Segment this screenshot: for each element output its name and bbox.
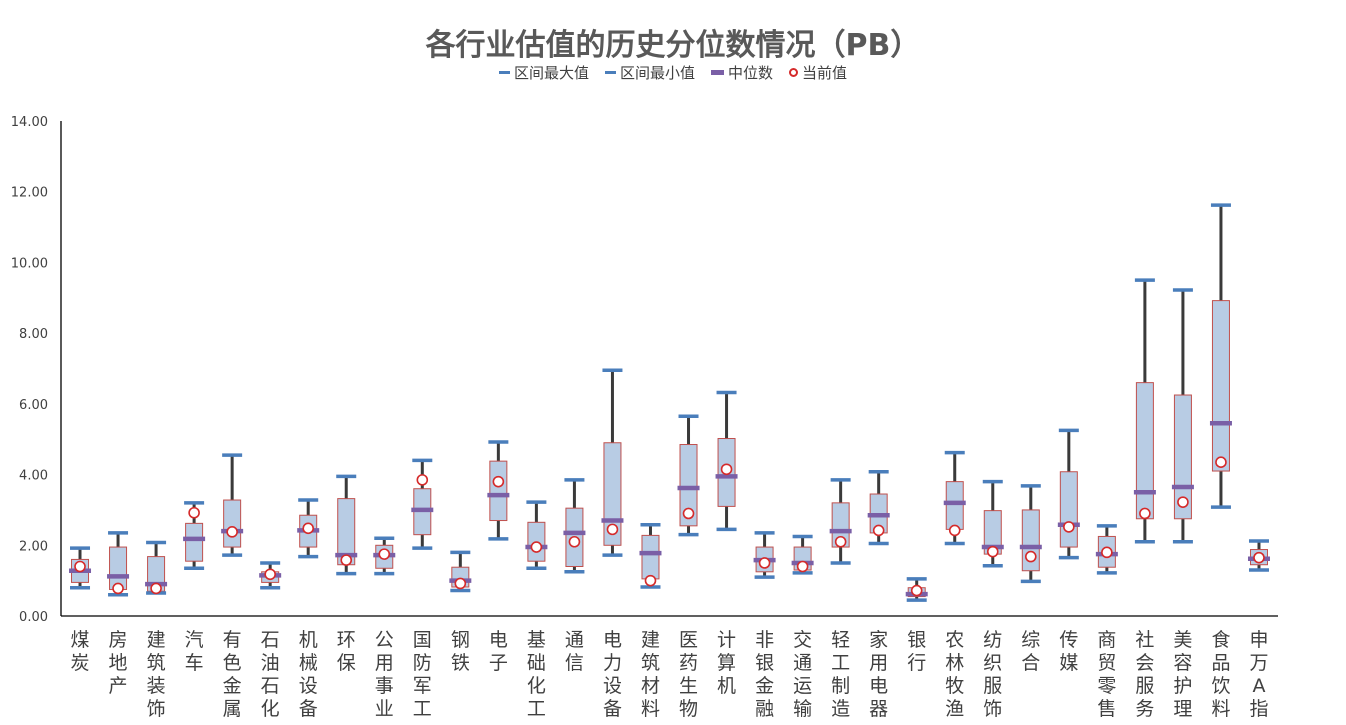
legend-swatch-current <box>789 68 799 77</box>
x-tick-label: 计算机 <box>717 629 736 697</box>
x-tick-label: 电子 <box>489 629 508 674</box>
iqr-box <box>489 460 508 522</box>
x-tick-label: 社会服务 <box>1135 629 1154 720</box>
legend-item-median: 中位数 <box>711 62 773 83</box>
legend-item-max: 区间最大值 <box>498 62 589 83</box>
x-tick-label: 石油石化 <box>261 629 280 720</box>
chart-title: 各行业估值的历史分位数情况（PB） <box>425 28 921 63</box>
iqr-box <box>945 481 964 530</box>
iqr-box <box>641 534 660 580</box>
current-value-point <box>150 582 162 595</box>
chart-legend: 区间最大值 区间最小值 中位数 当前值 <box>0 62 1346 83</box>
x-tick-label: 环保 <box>337 629 356 674</box>
x-tick-label: 申万 A 指 <box>1249 629 1268 720</box>
current-value-point <box>568 535 581 548</box>
current-value-point <box>492 475 505 488</box>
current-value-point <box>758 557 771 569</box>
x-tick-label: 煤炭 <box>71 629 90 674</box>
x-tick-label: 通信 <box>565 629 584 674</box>
x-tick-label: 轻工制造 <box>831 629 850 720</box>
legend-label-median: 中位数 <box>728 64 774 82</box>
iqr-box <box>223 499 242 548</box>
legend-label-max: 区间最大值 <box>513 64 589 82</box>
current-value-point <box>188 506 200 519</box>
iqr-box <box>1211 300 1230 472</box>
x-tick-label: 电力设备 <box>603 629 622 720</box>
x-tick-label: 美容护理 <box>1173 629 1192 720</box>
current-value-point <box>834 535 847 548</box>
legend-swatch-median <box>711 70 724 75</box>
current-value-point <box>1101 546 1113 559</box>
current-value-point <box>302 522 315 535</box>
current-value-point <box>1024 550 1037 563</box>
x-tick-label: 机械设备 <box>299 629 318 720</box>
x-tick-label: 基础化工 <box>527 629 546 720</box>
legend-swatch-max <box>498 71 510 74</box>
x-tick-label: 交通运输 <box>793 629 812 720</box>
iqr-box <box>1135 382 1154 520</box>
iqr-box <box>679 444 698 527</box>
current-value-point <box>986 545 999 558</box>
x-tick-label: 建筑装饰 <box>147 629 166 720</box>
x-tick-label: 国防军工 <box>413 629 432 720</box>
legend-label-min: 区间最小值 <box>619 64 695 82</box>
current-value-point <box>1253 551 1265 564</box>
current-value-point <box>606 523 619 536</box>
x-tick-label: 传媒 <box>1059 629 1078 674</box>
current-value-point <box>1177 496 1189 508</box>
current-value-point <box>340 554 353 566</box>
x-tick-label: 钢铁 <box>451 629 470 674</box>
x-tick-label: 房地产 <box>109 629 128 697</box>
x-tick-label: 医药生物 <box>679 629 698 720</box>
y-tick-label: 8.00 <box>19 327 48 342</box>
current-value-point <box>720 463 733 476</box>
x-tick-label: 农林牧渔 <box>945 629 964 720</box>
x-tick-label: 银行 <box>907 629 926 674</box>
current-value-point <box>910 584 923 597</box>
y-tick-label: 4.00 <box>19 469 48 484</box>
x-tick-label: 非银金融 <box>755 629 774 720</box>
legend-swatch-min <box>604 71 616 74</box>
x-tick-label: 建筑材料 <box>641 629 660 720</box>
y-tick-label: 10.00 <box>11 256 48 271</box>
x-tick-label: 食品饮料 <box>1211 629 1230 720</box>
current-value-point <box>416 474 429 486</box>
current-value-point <box>1215 456 1227 468</box>
current-value-point <box>454 577 467 590</box>
y-tick-label: 6.00 <box>19 398 48 413</box>
y-tick-label: 0.00 <box>19 610 48 625</box>
y-tick-label: 14.00 <box>11 115 48 130</box>
current-value-point <box>872 524 885 537</box>
y-tick-label: 2.00 <box>19 539 48 554</box>
current-value-point <box>112 582 124 595</box>
legend-item-min: 区间最小值 <box>604 62 695 83</box>
x-tick-label: 有色金属 <box>223 629 242 720</box>
legend-item-current: 当前值 <box>789 62 847 83</box>
current-value-point <box>948 524 961 537</box>
current-value-point <box>1139 507 1151 520</box>
x-tick-label: 汽车 <box>185 629 204 674</box>
x-tick-label: 商贸零售 <box>1097 629 1116 720</box>
current-value-point <box>682 507 695 520</box>
x-tick-label: 公用事业 <box>375 629 394 720</box>
current-value-point <box>644 574 657 587</box>
x-tick-label: 家用电器 <box>869 629 888 720</box>
current-value-point <box>796 560 809 573</box>
x-tick-label: 纺织服饰 <box>983 629 1002 720</box>
legend-label-current: 当前值 <box>802 64 848 82</box>
current-value-point <box>264 568 276 581</box>
y-tick-label: 12.00 <box>11 186 48 201</box>
current-value-point <box>226 526 238 538</box>
current-value-point <box>530 541 543 553</box>
x-tick-label: 综合 <box>1021 629 1040 674</box>
current-value-point <box>74 560 86 573</box>
iqr-box <box>1059 471 1078 548</box>
iqr-box <box>185 522 204 562</box>
current-value-point <box>378 548 391 560</box>
current-value-point <box>1063 521 1075 533</box>
